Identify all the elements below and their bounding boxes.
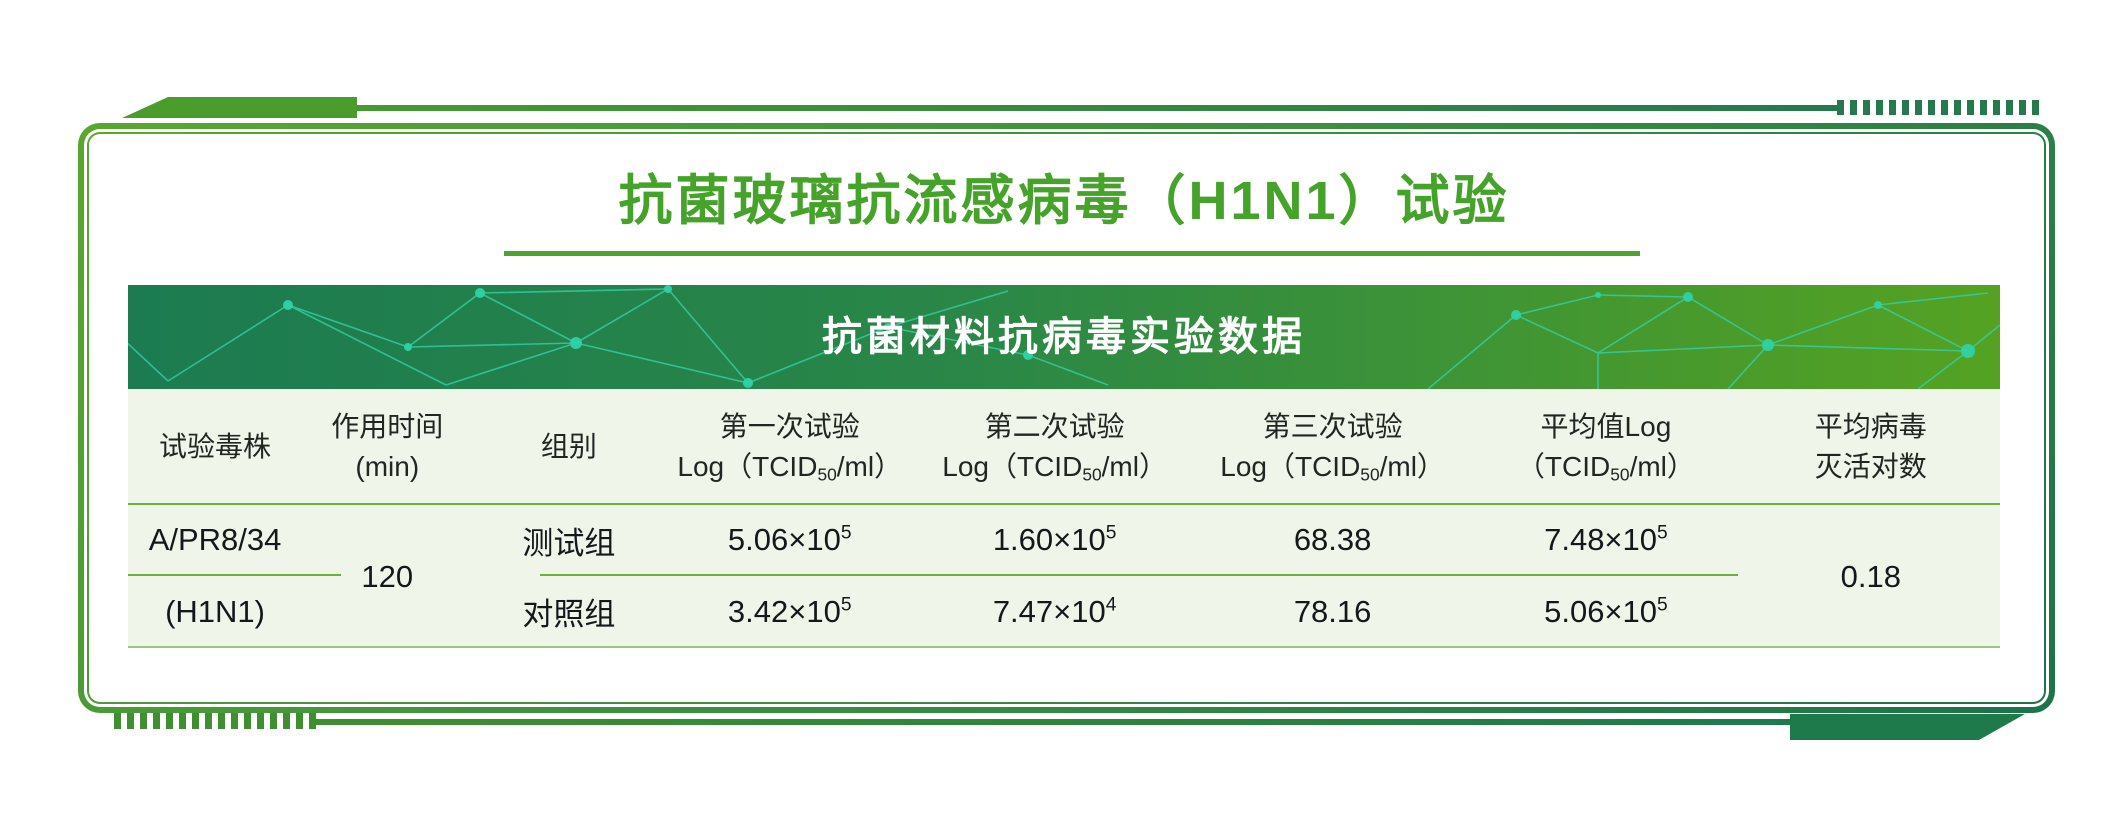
- header-cell-group: 组别: [540, 431, 597, 462]
- top-left-tab-shape: [122, 97, 357, 118]
- cell-test2-row2: 7.47×104: [992, 593, 1117, 629]
- cell-test3-row2: 78.16: [1293, 593, 1372, 629]
- bottom-right-tab-shape: [1790, 714, 2025, 740]
- data-table: 抗菌材料抗病毒实验数据 试验毒株 作用时间 (min) 组别 第一次试验 Log…: [128, 285, 2000, 648]
- header-cell-average: 平均值Log （TCID50/ml）: [1516, 411, 1695, 485]
- cell-test1-row2: 3.42×105: [727, 593, 852, 629]
- top-accent-line: [357, 105, 1837, 111]
- header-cell-test3: 第三次试验 Log（TCID50/ml）: [1220, 411, 1445, 485]
- header-cell-exposure-time: 作用时间 (min): [331, 411, 444, 482]
- header-cell-test1: 第一次试验 Log（TCID50/ml）: [677, 411, 903, 485]
- bottom-accent-line: [316, 719, 1790, 725]
- page-title: 抗菌玻璃抗流感病毒（H1N1）试验: [618, 171, 1510, 231]
- table-banner: 抗菌材料抗病毒实验数据: [128, 285, 2000, 389]
- cell-test2-row1: 1.60×105: [992, 522, 1117, 557]
- cell-strain-line2: (H1N1): [165, 593, 265, 629]
- cell-group-test: 测试组: [522, 525, 616, 561]
- cell-strain-line1: A/PR8/34: [148, 522, 282, 557]
- row-divider-data: [539, 574, 1738, 576]
- cell-group-control: 对照组: [522, 597, 616, 632]
- cell-test1-row1: 5.06×105: [727, 522, 852, 557]
- plexus-lines-right: [1427, 292, 2000, 389]
- header-cell-kill-log: 平均病毒 灭活对数: [1814, 411, 1927, 482]
- plexus-pattern: [128, 285, 2000, 389]
- cell-average-row2: 5.06×105: [1544, 593, 1668, 629]
- table-bottom-border: [128, 646, 2000, 648]
- plexus-dots: [283, 285, 1975, 388]
- header-cell-strain: 试验毒株: [159, 431, 272, 462]
- table-banner-title: 抗菌材料抗病毒实验数据: [822, 315, 1306, 359]
- header-cell-test2: 第二次试验 Log（TCID50/ml）: [942, 411, 1167, 485]
- header-divider-line: [128, 503, 2000, 505]
- table-grid: 试验毒株 作用时间 (min) 组别 第一次试验 Log（TCID50/ml） …: [128, 389, 2000, 648]
- cell-average-row1: 7.48×105: [1544, 522, 1668, 557]
- cell-test3-row1: 68.38: [1293, 522, 1372, 557]
- title-underline: [504, 251, 1640, 256]
- bottom-accent-dashes: [114, 713, 316, 729]
- cell-kill-log-merged: 0.18: [1840, 558, 1901, 594]
- row-divider-strain: [128, 574, 342, 576]
- cell-exposure-time-merged: 120: [361, 558, 414, 594]
- top-accent-dashes: [1837, 100, 2040, 115]
